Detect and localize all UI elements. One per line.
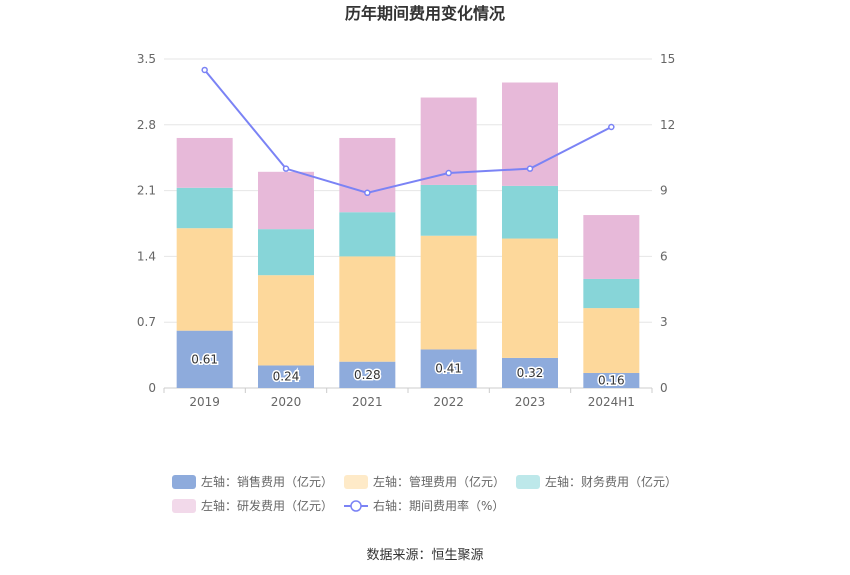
y-left-tick-label: 3.5 [137, 52, 156, 66]
legend-label: 左轴：研发费用（亿元） [201, 498, 333, 513]
x-tick-label: 2019 [189, 395, 220, 409]
bar-segment [420, 349, 477, 388]
y-right-tick-label: 9 [660, 184, 668, 198]
y-right-tick-label: 6 [660, 249, 668, 263]
bar-segment [176, 137, 233, 188]
rate-point [445, 169, 452, 177]
rate-line-path [203, 69, 612, 194]
source-note: 数据来源：恒生聚源 [366, 548, 483, 563]
bars [176, 82, 640, 388]
bar-segment [583, 308, 640, 373]
bar-segment [176, 187, 233, 229]
legend-swatch [172, 499, 196, 513]
bar-segment [339, 137, 396, 213]
x-tick-label: 2024H1 [588, 395, 635, 409]
bar-segment [583, 215, 640, 279]
data-labels: 0.61 0.24 0.28 0.41 0.32 0.16 [190, 351, 626, 389]
legend-marker-icon [350, 500, 362, 512]
rate-point [282, 165, 290, 172]
rate-point [201, 66, 208, 74]
bar-value-label: 0.41 [435, 362, 462, 376]
rate-line [201, 66, 615, 197]
x-tick-label: 2022 [433, 395, 464, 409]
legend-label: 左轴：财务费用（亿元） [545, 474, 677, 489]
x-tick-label: 2020 [271, 395, 302, 409]
bar-value-label: 0.32 [517, 366, 544, 380]
bar-segment [420, 235, 477, 350]
bar-value-label: 0.24 [273, 370, 300, 384]
bar-segment [176, 228, 233, 331]
chart-title: 历年期间费用变化情况 [345, 4, 505, 23]
bar-segment [583, 372, 640, 388]
bar-segment [258, 275, 314, 366]
legend-swatch [344, 475, 368, 489]
x-axis: 2019 2020 2021 2022 2023 2024H1 [163, 388, 653, 409]
x-tick-label: 2023 [515, 395, 546, 409]
bar-segment [583, 278, 640, 309]
bar-segment [258, 171, 314, 230]
rate-point [608, 123, 615, 131]
legend-swatch [172, 475, 196, 489]
bar-segment [339, 361, 396, 388]
bar-value-label: 0.16 [598, 373, 625, 387]
y-left-tick-label: 2.8 [137, 118, 156, 132]
y-right-tick-label: 0 [660, 381, 668, 395]
legend: 左轴：销售费用（亿元） 左轴：管理费用（亿元） 左轴：财务费用（亿元） 左轴：研发费用… [172, 474, 677, 513]
y-right-tick-label: 3 [660, 315, 668, 329]
bar-segment [339, 256, 396, 362]
bar-segment [502, 185, 558, 239]
bar-segment [258, 229, 314, 276]
bar-segment [258, 365, 314, 388]
bar-value-label: 0.28 [354, 368, 381, 382]
y-left-tick-label: 0.7 [137, 315, 156, 329]
bar-segment [502, 238, 558, 358]
rate-point [364, 189, 371, 197]
bar-value-label: 0.61 [191, 352, 218, 366]
y-left-tick-label: 1.4 [137, 249, 156, 263]
y-right-tick-label: 15 [660, 52, 675, 66]
y-axis-left: 0 0.7 1.4 2.1 2.8 3.5 [137, 52, 156, 395]
legend-swatch [516, 475, 540, 489]
bar-segment [176, 330, 233, 388]
legend-label: 左轴：管理费用（亿元） [373, 474, 505, 489]
x-tick-label: 2021 [352, 395, 383, 409]
bar-segment [502, 357, 558, 388]
bar-segment [339, 212, 396, 257]
y-left-tick-label: 0 [148, 381, 156, 395]
legend-label: 右轴：期间费用率（%） [373, 498, 504, 513]
y-left-tick-label: 2.1 [137, 184, 156, 198]
y-axis-right: 0 3 6 9 12 15 [660, 52, 675, 395]
legend-label: 左轴：销售费用（亿元） [201, 474, 333, 489]
y-right-tick-label: 12 [660, 118, 675, 132]
rate-point [526, 165, 534, 172]
bar-segment [420, 184, 477, 236]
